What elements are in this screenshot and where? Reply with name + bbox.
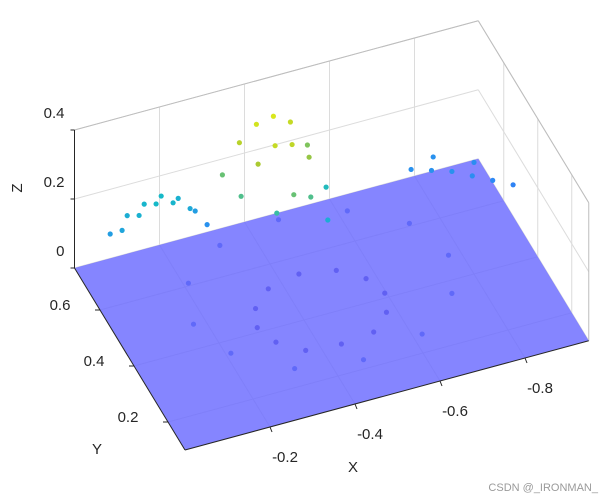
point [306, 154, 312, 160]
point [289, 141, 295, 148]
point [107, 231, 113, 237]
point [236, 140, 242, 146]
watermark: CSDN @_IRONMAN_ [488, 482, 598, 494]
point [274, 210, 280, 216]
point [325, 217, 331, 223]
point [175, 195, 181, 201]
point [119, 227, 125, 233]
point [187, 205, 193, 212]
axis-line [184, 340, 589, 451]
z-tick-label: 0 [56, 243, 64, 260]
point [430, 154, 436, 160]
z-axis-label: Z [9, 183, 26, 192]
point [219, 172, 225, 178]
point [158, 193, 164, 199]
point [170, 200, 176, 206]
grid-line [477, 89, 590, 273]
box-edge [74, 20, 479, 131]
y-tick-label: 0.4 [84, 353, 105, 370]
y-tick-label: 0.6 [50, 297, 71, 314]
y-axis-label: Y [92, 441, 102, 458]
x-tick-label: -0.6 [442, 403, 468, 420]
x-tick-label: -0.2 [272, 449, 298, 466]
point [238, 193, 244, 199]
point [510, 182, 516, 188]
box-edge [477, 20, 590, 204]
plane [74, 158, 589, 450]
z-tick-label: 0.2 [44, 174, 65, 191]
z-tick-label: 0.4 [44, 105, 65, 122]
point [141, 201, 147, 207]
point [428, 167, 435, 174]
point [253, 121, 259, 127]
x-tick [354, 403, 358, 410]
x-tick [439, 380, 443, 387]
y-tick-label: 0.2 [118, 409, 139, 426]
point [124, 213, 130, 219]
point [291, 192, 297, 198]
point [304, 142, 310, 148]
point [192, 208, 198, 214]
x-tick [269, 426, 273, 433]
point [323, 184, 329, 190]
point [255, 161, 261, 167]
x-tick-label: -0.8 [527, 380, 553, 397]
point [308, 194, 314, 200]
point [153, 201, 159, 207]
point [449, 168, 455, 175]
point [204, 222, 210, 228]
point [287, 119, 293, 125]
point [272, 143, 278, 149]
point [469, 173, 475, 179]
point [270, 113, 276, 119]
point [136, 212, 142, 219]
x-tick-label: -0.4 [357, 426, 383, 443]
x-tick [524, 357, 528, 364]
point [408, 166, 414, 173]
point [490, 177, 496, 183]
axis-line [74, 267, 186, 451]
x-axis-label: X [348, 459, 358, 476]
point [471, 159, 477, 165]
